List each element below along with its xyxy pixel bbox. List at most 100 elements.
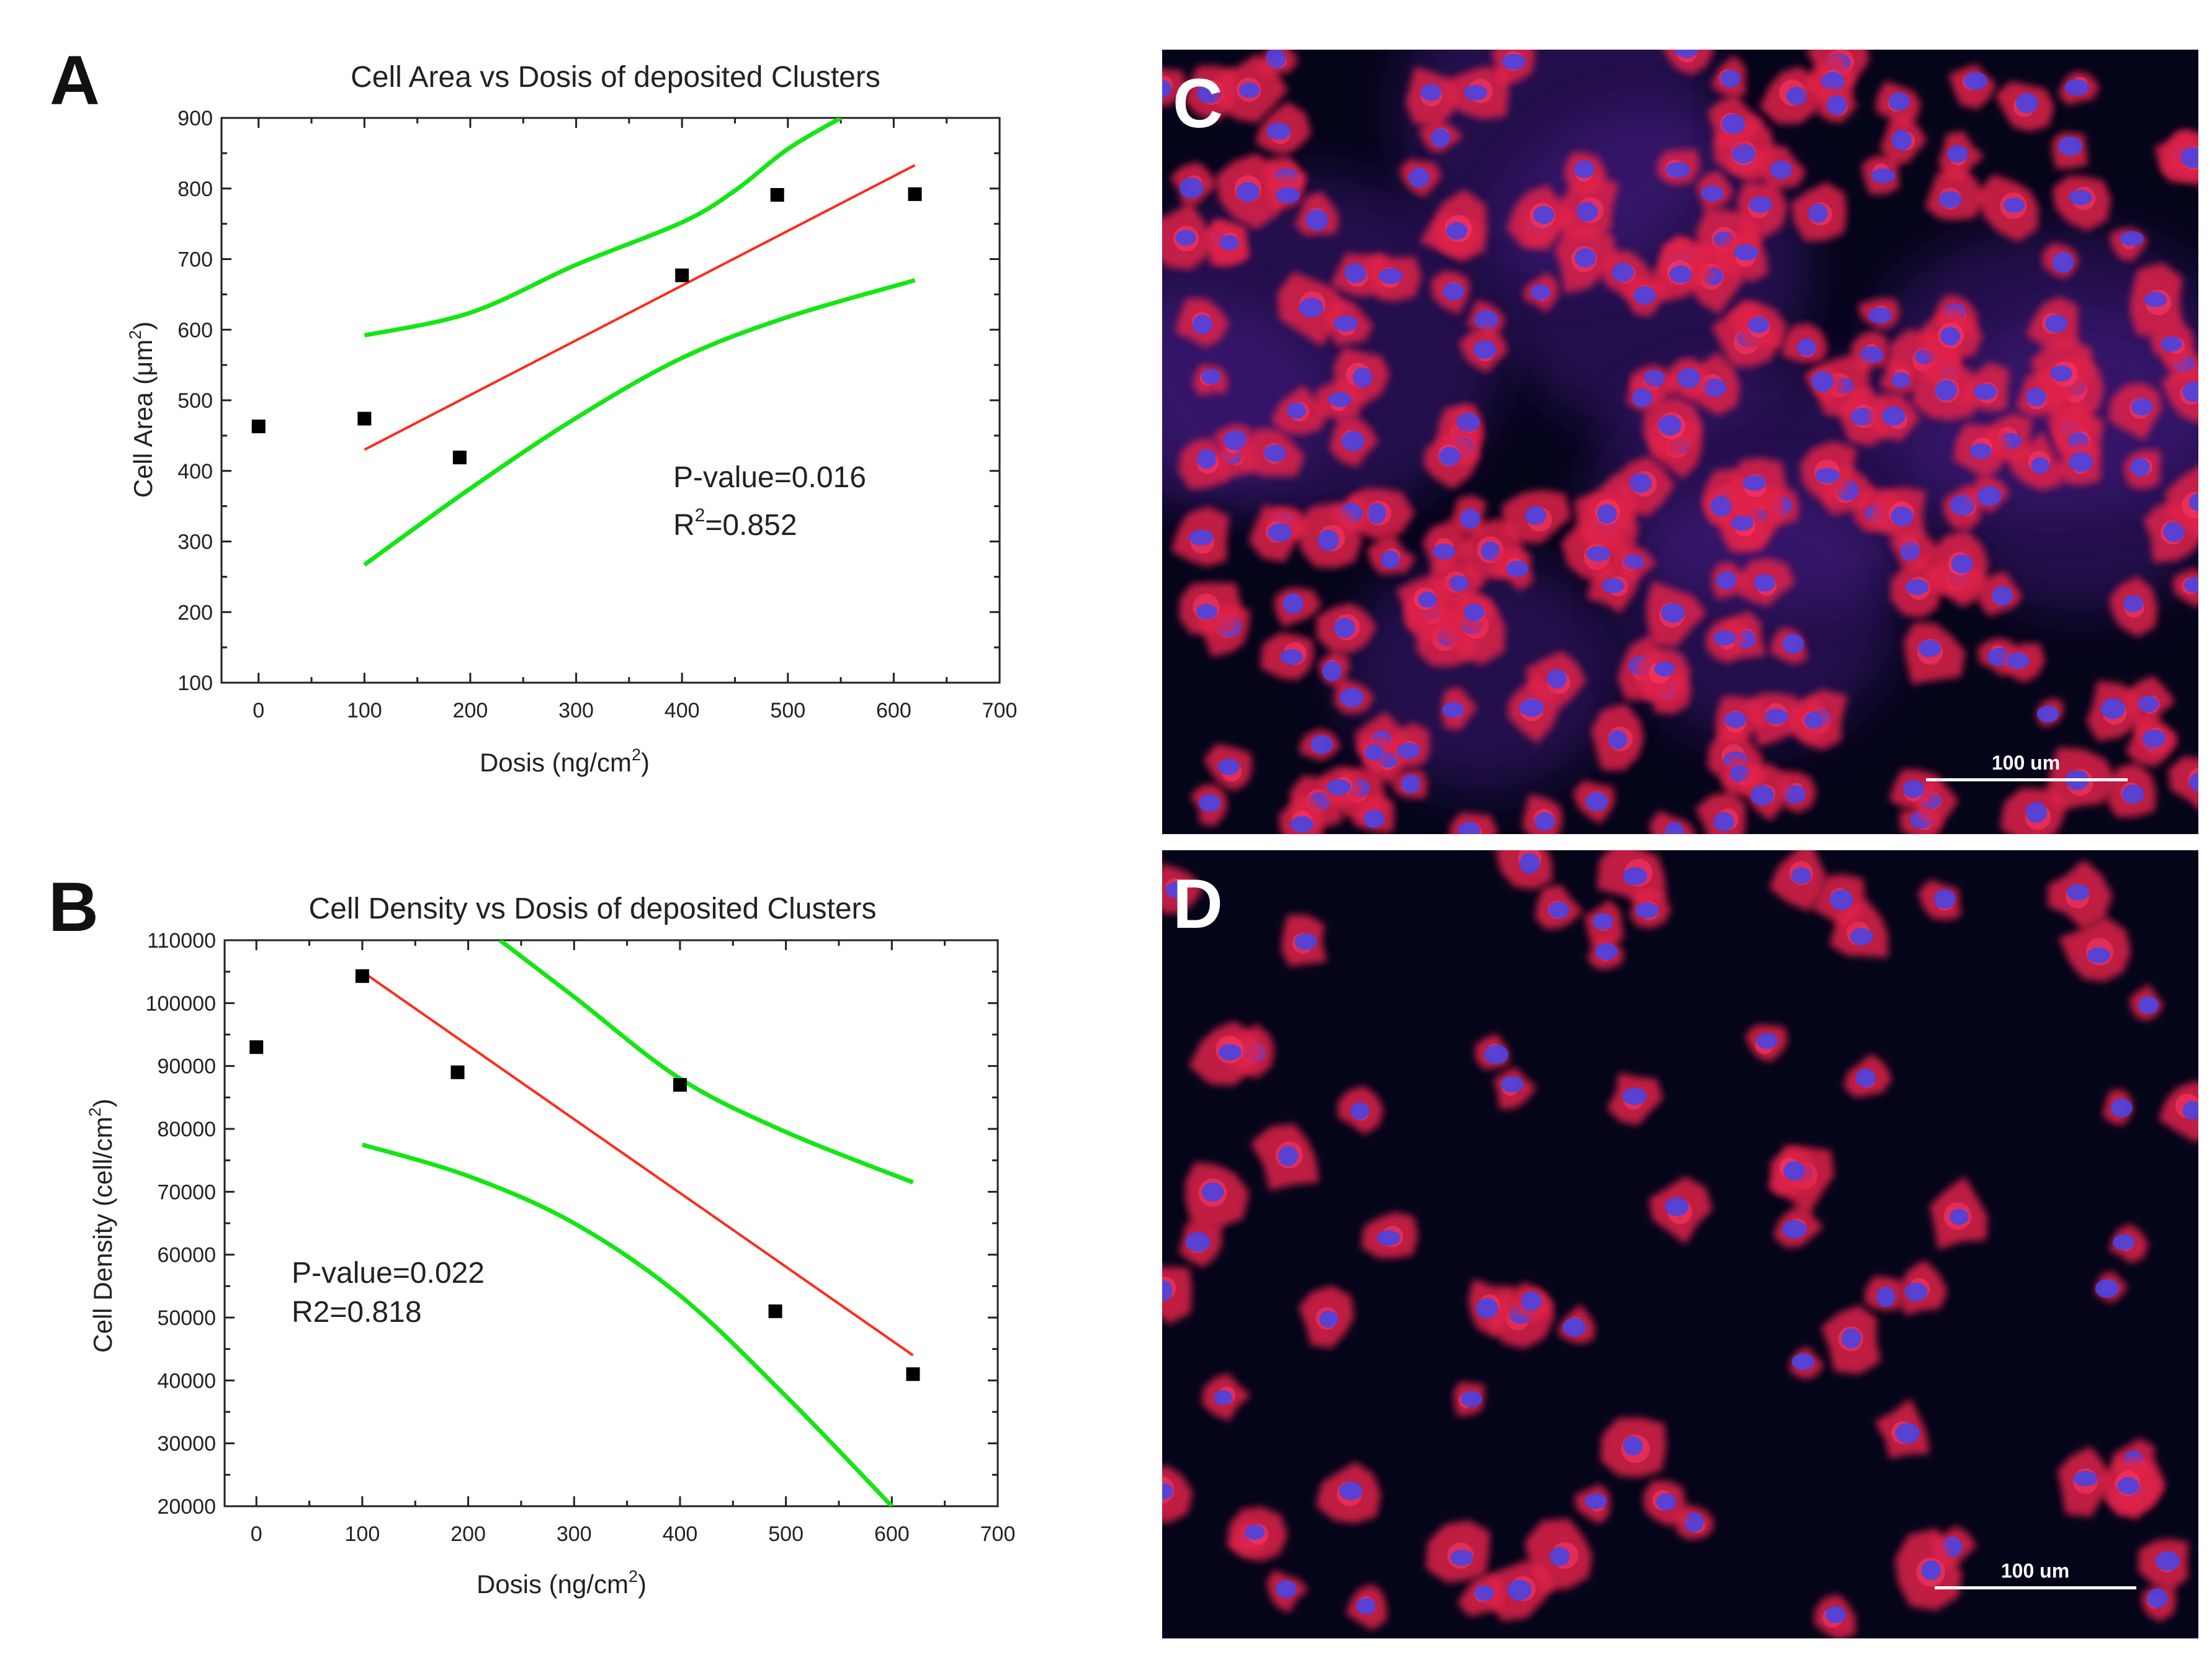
cell (1260, 632, 1314, 681)
cell-nucleus (1713, 630, 1736, 645)
cell-nucleus (1353, 367, 1372, 388)
cell-nucleus (1782, 634, 1804, 654)
cell (1649, 1176, 1713, 1245)
cell (1185, 1162, 1250, 1229)
cell (2047, 860, 2113, 931)
cell-nucleus (1534, 812, 1555, 831)
cell (1243, 428, 1305, 477)
cell-nucleus (1340, 688, 1364, 707)
cell (1431, 270, 1471, 315)
chart-b-data-point (249, 1040, 264, 1054)
cell (1299, 729, 1341, 761)
chart-b-y-axis-label: Cell Density (cell/cm2) (86, 1098, 117, 1352)
cell (2168, 756, 2198, 809)
chart-a: A Cell Area vs Dosis of deposited Cluste… (50, 42, 1017, 777)
cell-nucleus (1826, 95, 1847, 115)
cell (2007, 431, 2062, 491)
cell-nucleus (2050, 365, 2072, 382)
cell-nucleus (1891, 129, 1912, 151)
cell (1281, 915, 1327, 967)
chart-b-data-point (450, 1065, 465, 1079)
cell-nucleus (1753, 574, 1776, 592)
cell-nucleus (1575, 202, 1598, 222)
chart-a-data-point (452, 451, 467, 465)
cell-nucleus (1601, 578, 1624, 593)
cell (1227, 1506, 1288, 1561)
cell (1315, 1462, 1381, 1524)
cell (2058, 71, 2100, 106)
cell-nucleus (1770, 160, 1793, 179)
cell-nucleus (1973, 384, 1997, 400)
chart-b-curves (361, 940, 914, 1506)
cell (1502, 490, 1572, 544)
chart-b-points (249, 969, 920, 1381)
cell-nucleus (1461, 1391, 1482, 1407)
cell-nucleus (1749, 196, 1773, 213)
cell (1843, 1053, 1892, 1098)
cell (1523, 272, 1559, 313)
cell-nucleus (1574, 248, 1596, 267)
cell (1574, 1484, 1610, 1525)
cell-nucleus (1476, 1298, 1498, 1319)
cell (1736, 557, 1795, 606)
cell-nucleus (1397, 742, 1420, 759)
cell (1715, 696, 1766, 742)
cell (1475, 1033, 1510, 1070)
cell-nucleus (1339, 1481, 1363, 1501)
cell-nucleus (1473, 340, 1497, 359)
cell-nucleus (2137, 696, 2159, 712)
chart-a-plot-frame (220, 117, 1001, 684)
cell (1953, 423, 2010, 480)
chart-b-y-tick-label: 80000 (157, 1118, 216, 1141)
cell (1779, 771, 1816, 813)
cell (1495, 850, 1553, 890)
cell-nucleus (1654, 661, 1675, 676)
cell (1441, 686, 1477, 730)
cell (1770, 1148, 1815, 1195)
cell-nucleus (1829, 889, 1853, 910)
cell-nucleus (1202, 1182, 1224, 1202)
cell (1205, 217, 1250, 264)
chart-b-y-tick-label: 100000 (146, 992, 216, 1015)
cell-nucleus (1635, 902, 1659, 919)
chart-a-x-tick-label: 0 (253, 699, 264, 722)
chart-a-fit-line (364, 164, 916, 451)
cell-nucleus (2045, 314, 2068, 333)
cell-nucleus (1791, 867, 1812, 884)
cell-nucleus (1940, 326, 1961, 346)
cell (1266, 1570, 1309, 1613)
cell-nucleus (1969, 443, 1992, 459)
micrograph-c-scale-bar (1926, 778, 2128, 781)
cell (1324, 300, 1373, 346)
cell-nucleus (1797, 338, 1817, 356)
cell-nucleus (1449, 575, 1469, 592)
cell-nucleus (1808, 203, 1828, 223)
cell (1492, 549, 1534, 591)
cell (1626, 377, 1667, 413)
panel-letter-a: A (50, 42, 100, 119)
cell (1904, 622, 1966, 685)
cell-nucleus (2068, 189, 2092, 205)
panel-letter-b: B (48, 868, 99, 946)
cell-nucleus (1574, 160, 1595, 179)
cell (1869, 393, 1920, 441)
cell (1361, 1212, 1418, 1259)
chart-a-x-tick-label: 100 (347, 699, 382, 722)
cell-nucleus (1189, 529, 1214, 546)
cell-nucleus (1456, 412, 1480, 432)
cell (1179, 582, 1242, 634)
cell (1769, 850, 1827, 912)
chart-a-x-tick-label: 600 (876, 699, 911, 722)
chart-a-x-tick-label: 200 (453, 699, 488, 722)
chart-a-y-tick-label: 800 (177, 177, 213, 201)
cell-nucleus (1724, 711, 1747, 728)
cell (1976, 174, 2038, 243)
cell-nucleus (1480, 541, 1500, 560)
cell (2138, 1539, 2189, 1590)
cell-nucleus (2110, 1098, 2133, 1118)
cell-nucleus (1888, 92, 1910, 111)
cell (1162, 68, 1187, 107)
cell-nucleus (1165, 881, 1188, 898)
cell-nucleus (1214, 1390, 1233, 1406)
cell-nucleus (1622, 1087, 1647, 1105)
